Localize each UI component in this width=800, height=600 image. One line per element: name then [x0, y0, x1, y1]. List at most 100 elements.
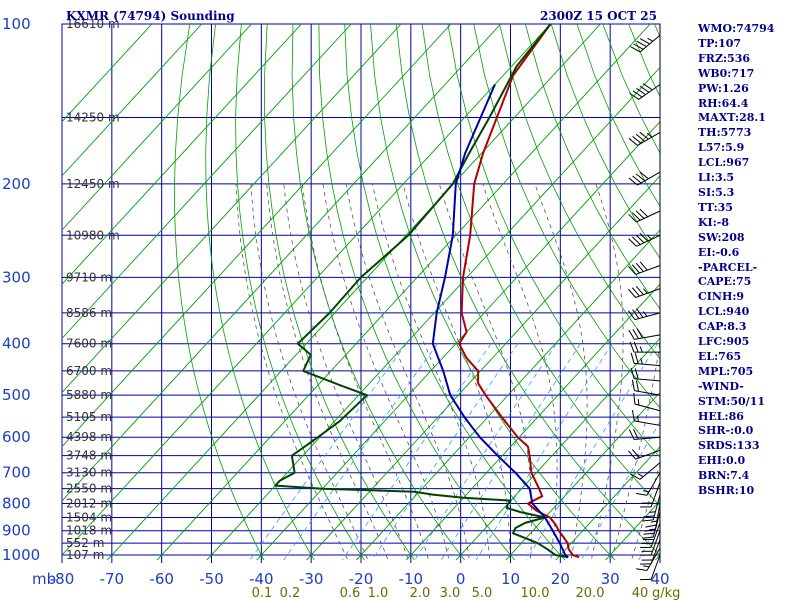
dry-adiabat: [291, 24, 466, 560]
wind-barb-flag: [633, 341, 639, 353]
wind-barb: [640, 482, 661, 508]
wind-barb-staff: [634, 390, 661, 396]
sounding-index-item: SI:5.3: [698, 185, 735, 199]
wind-barb: [628, 428, 661, 440]
wind-barb-half-flag: [637, 473, 644, 478]
height-label: 2012 m: [66, 497, 112, 511]
wind-barb-flag: [639, 232, 649, 242]
wind-barb: [640, 554, 661, 581]
wind-barb-flag: [636, 308, 644, 318]
wind-barb-flag: [636, 493, 648, 496]
wind-barb-flag: [631, 287, 640, 297]
wind-barb-flag: [628, 177, 638, 186]
wind-barb-flag: [628, 238, 637, 247]
wind-barb: [628, 285, 661, 298]
chart-time-label: 2300Z 15 OCT 25: [540, 9, 657, 23]
dry-adiabat: [421, 24, 660, 507]
skewed-isotherm: [62, 24, 402, 394]
wind-barb-flag: [628, 213, 637, 223]
height-label: 6700 m: [66, 364, 112, 378]
wind-barb-half-flag: [647, 37, 654, 42]
height-label: 3130 m: [66, 466, 112, 480]
temperature-tick-label: -60: [149, 570, 174, 588]
pressure-tick-label: 700: [2, 464, 31, 482]
wind-barb-half-flag: [642, 288, 648, 294]
wind-barb-half-flag: [640, 358, 643, 365]
moist-adiabat: [590, 183, 624, 560]
wind-barb-flag: [642, 536, 654, 539]
sounding-index-item: CINH:9: [698, 290, 745, 304]
wind-barb-staff: [652, 511, 661, 538]
sounding-index-item: LCL:967: [698, 156, 750, 170]
wind-barb-flag: [639, 261, 648, 271]
wind-barb-flag: [630, 473, 641, 480]
wind-barb: [633, 393, 661, 412]
series-line-dewpoint: [274, 24, 569, 559]
pressure-tick-label: 1000: [2, 546, 40, 564]
temperature-tick-label: -20: [349, 570, 374, 588]
sounding-index-item: KI:-8: [698, 215, 729, 229]
wind-barb: [628, 308, 661, 321]
moist-adiabat: [631, 462, 660, 560]
sounding-index-item: L57:5.9: [698, 141, 745, 155]
wind-barb-flag: [639, 38, 650, 45]
dry-adiabat: [318, 24, 516, 560]
wind-barb: [630, 367, 661, 382]
wind-barb-flag: [639, 85, 650, 93]
wind-barb-flag: [632, 309, 640, 319]
wind-barb-flag: [632, 328, 639, 339]
height-label: 552 m: [66, 536, 104, 550]
dry-adiabat: [473, 24, 660, 409]
dry-adiabat: [524, 24, 660, 310]
wind-barb-half-flag: [636, 415, 639, 422]
wind-barb-column: [628, 24, 661, 581]
wind-barb-staff: [646, 472, 661, 496]
height-label: 2550 m: [66, 482, 112, 496]
wind-barb-half-flag: [650, 520, 658, 523]
wind-barb-half-flag: [643, 490, 650, 493]
wind-barb-staff: [634, 362, 661, 367]
pressure-tick-label: 300: [2, 268, 31, 286]
sounding-index-item: CAPE:75: [698, 275, 752, 289]
chart-title: KXMR (74794) Sounding: [66, 9, 235, 23]
skewed-isotherm: [62, 24, 551, 556]
wind-barb-staff: [650, 554, 661, 580]
mixing-ratio-line: [249, 343, 407, 560]
wind-barb-flag: [639, 171, 649, 180]
wind-barb-staff: [634, 312, 661, 321]
moist-adiabat: [250, 183, 369, 560]
wind-barb: [628, 232, 661, 247]
dry-adiabat: [447, 24, 660, 458]
wind-barb-flag: [631, 379, 635, 391]
wind-barb: [628, 328, 661, 340]
mixing-ratio-label: 40: [632, 586, 649, 600]
sounding-profiles: [274, 24, 580, 559]
sounding-index-item: RH:64.4: [698, 96, 749, 110]
moist-adiabat: [345, 183, 470, 560]
sounding-index-item: MAXT:28.1: [698, 111, 766, 125]
wind-barb-staff: [635, 288, 661, 298]
skewed-isotherm: [62, 24, 252, 231]
sounding-index-item: LI:3.5: [698, 171, 735, 185]
wind-barb-flag: [635, 133, 646, 142]
wind-barb-flag: [635, 210, 645, 219]
height-label: 107 m: [66, 548, 104, 562]
dry-adiabat: [174, 24, 265, 560]
wind-barb-staff: [652, 494, 661, 520]
wind-barb-flag: [628, 429, 635, 440]
pressure-tick-label: 500: [2, 386, 31, 404]
sounding-index-item: MPL:705: [698, 364, 754, 378]
moist-adiabat: [611, 339, 660, 560]
height-label: 5105 m: [66, 410, 112, 424]
wind-barb-flag: [632, 175, 642, 184]
temperature-tick-label: -10: [399, 570, 424, 588]
wind-barb: [630, 34, 661, 53]
wind-barb-flag: [634, 368, 639, 380]
wind-barb-half-flag: [637, 399, 640, 406]
mixing-ratio-label: 0.2: [280, 586, 301, 600]
wind-barb-flag: [636, 88, 646, 96]
wind-barb-flag: [636, 40, 647, 48]
sounding-index-item: TT:35: [698, 200, 733, 214]
